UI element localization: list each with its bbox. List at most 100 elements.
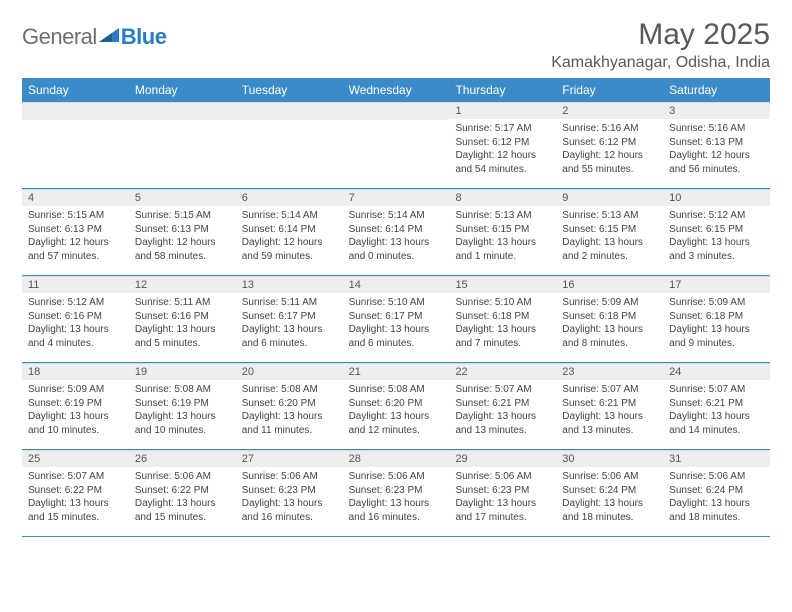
day-body: Sunrise: 5:06 AMSunset: 6:23 PMDaylight:…	[343, 467, 450, 528]
sunset-text: Sunset: 6:13 PM	[28, 223, 123, 237]
sunrise-text: Sunrise: 5:13 AM	[455, 209, 550, 223]
logo-text-part1: General	[22, 24, 97, 50]
day-number: 9	[556, 189, 663, 206]
weekday-header: Thursday	[449, 78, 556, 102]
day-cell: 21Sunrise: 5:08 AMSunset: 6:20 PMDayligh…	[343, 363, 450, 449]
sunrise-text: Sunrise: 5:07 AM	[562, 383, 657, 397]
daylight-text: Daylight: 13 hours and 13 minutes.	[455, 410, 550, 437]
daylight-text: Daylight: 13 hours and 9 minutes.	[669, 323, 764, 350]
daylight-text: Daylight: 13 hours and 3 minutes.	[669, 236, 764, 263]
sunrise-text: Sunrise: 5:09 AM	[28, 383, 123, 397]
day-cell	[22, 102, 129, 188]
day-cell: 6Sunrise: 5:14 AMSunset: 6:14 PMDaylight…	[236, 189, 343, 275]
calendar-page: General Blue May 2025 Kamakhyanagar, Odi…	[0, 0, 792, 547]
day-number: 28	[343, 450, 450, 467]
sunset-text: Sunset: 6:23 PM	[242, 484, 337, 498]
day-cell: 14Sunrise: 5:10 AMSunset: 6:17 PMDayligh…	[343, 276, 450, 362]
daylight-text: Daylight: 13 hours and 15 minutes.	[28, 497, 123, 524]
day-body: Sunrise: 5:17 AMSunset: 6:12 PMDaylight:…	[449, 119, 556, 180]
day-body: Sunrise: 5:09 AMSunset: 6:18 PMDaylight:…	[556, 293, 663, 354]
day-number: 14	[343, 276, 450, 293]
day-number: 21	[343, 363, 450, 380]
day-cell: 12Sunrise: 5:11 AMSunset: 6:16 PMDayligh…	[129, 276, 236, 362]
daylight-text: Daylight: 13 hours and 15 minutes.	[135, 497, 230, 524]
daylight-text: Daylight: 13 hours and 7 minutes.	[455, 323, 550, 350]
day-body: Sunrise: 5:06 AMSunset: 6:23 PMDaylight:…	[449, 467, 556, 528]
weekday-header: Friday	[556, 78, 663, 102]
day-number: 30	[556, 450, 663, 467]
sunrise-text: Sunrise: 5:08 AM	[135, 383, 230, 397]
day-number: 23	[556, 363, 663, 380]
sunset-text: Sunset: 6:17 PM	[349, 310, 444, 324]
sunset-text: Sunset: 6:17 PM	[242, 310, 337, 324]
sunset-text: Sunset: 6:13 PM	[669, 136, 764, 150]
sunset-text: Sunset: 6:24 PM	[669, 484, 764, 498]
sunrise-text: Sunrise: 5:09 AM	[562, 296, 657, 310]
sunset-text: Sunset: 6:18 PM	[455, 310, 550, 324]
sunrise-text: Sunrise: 5:12 AM	[28, 296, 123, 310]
day-cell: 22Sunrise: 5:07 AMSunset: 6:21 PMDayligh…	[449, 363, 556, 449]
day-cell: 27Sunrise: 5:06 AMSunset: 6:23 PMDayligh…	[236, 450, 343, 536]
day-number: 6	[236, 189, 343, 206]
day-body: Sunrise: 5:07 AMSunset: 6:21 PMDaylight:…	[449, 380, 556, 441]
weekday-header: Saturday	[663, 78, 770, 102]
daylight-text: Daylight: 13 hours and 6 minutes.	[242, 323, 337, 350]
day-body: Sunrise: 5:14 AMSunset: 6:14 PMDaylight:…	[343, 206, 450, 267]
daylight-text: Daylight: 12 hours and 59 minutes.	[242, 236, 337, 263]
daylight-text: Daylight: 13 hours and 10 minutes.	[135, 410, 230, 437]
day-body: Sunrise: 5:07 AMSunset: 6:21 PMDaylight:…	[663, 380, 770, 441]
daylight-text: Daylight: 13 hours and 4 minutes.	[28, 323, 123, 350]
week-row: 4Sunrise: 5:15 AMSunset: 6:13 PMDaylight…	[22, 189, 770, 276]
sunrise-text: Sunrise: 5:08 AM	[349, 383, 444, 397]
sunrise-text: Sunrise: 5:16 AM	[669, 122, 764, 136]
sunrise-text: Sunrise: 5:06 AM	[242, 470, 337, 484]
sunset-text: Sunset: 6:23 PM	[349, 484, 444, 498]
header-row: General Blue May 2025 Kamakhyanagar, Odi…	[22, 18, 770, 72]
day-cell: 2Sunrise: 5:16 AMSunset: 6:12 PMDaylight…	[556, 102, 663, 188]
day-number: 5	[129, 189, 236, 206]
day-number: 19	[129, 363, 236, 380]
day-number: 26	[129, 450, 236, 467]
day-number: 12	[129, 276, 236, 293]
day-cell: 16Sunrise: 5:09 AMSunset: 6:18 PMDayligh…	[556, 276, 663, 362]
daylight-text: Daylight: 13 hours and 8 minutes.	[562, 323, 657, 350]
day-body: Sunrise: 5:11 AMSunset: 6:16 PMDaylight:…	[129, 293, 236, 354]
title-block: May 2025 Kamakhyanagar, Odisha, India	[551, 18, 770, 72]
day-body: Sunrise: 5:15 AMSunset: 6:13 PMDaylight:…	[129, 206, 236, 267]
sunrise-text: Sunrise: 5:08 AM	[242, 383, 337, 397]
weekday-header: Monday	[129, 78, 236, 102]
day-number: 18	[22, 363, 129, 380]
day-cell: 9Sunrise: 5:13 AMSunset: 6:15 PMDaylight…	[556, 189, 663, 275]
daylight-text: Daylight: 13 hours and 16 minutes.	[242, 497, 337, 524]
sunrise-text: Sunrise: 5:07 AM	[669, 383, 764, 397]
day-cell: 5Sunrise: 5:15 AMSunset: 6:13 PMDaylight…	[129, 189, 236, 275]
day-body: Sunrise: 5:13 AMSunset: 6:15 PMDaylight:…	[449, 206, 556, 267]
sunset-text: Sunset: 6:22 PM	[28, 484, 123, 498]
daylight-text: Daylight: 13 hours and 13 minutes.	[562, 410, 657, 437]
sunset-text: Sunset: 6:16 PM	[28, 310, 123, 324]
sunrise-text: Sunrise: 5:07 AM	[455, 383, 550, 397]
daylight-text: Daylight: 13 hours and 0 minutes.	[349, 236, 444, 263]
day-cell: 7Sunrise: 5:14 AMSunset: 6:14 PMDaylight…	[343, 189, 450, 275]
sunset-text: Sunset: 6:19 PM	[28, 397, 123, 411]
daylight-text: Daylight: 13 hours and 17 minutes.	[455, 497, 550, 524]
day-cell: 31Sunrise: 5:06 AMSunset: 6:24 PMDayligh…	[663, 450, 770, 536]
day-body: Sunrise: 5:09 AMSunset: 6:18 PMDaylight:…	[663, 293, 770, 354]
sunset-text: Sunset: 6:22 PM	[135, 484, 230, 498]
logo-triangle-icon	[99, 26, 119, 49]
daylight-text: Daylight: 13 hours and 5 minutes.	[135, 323, 230, 350]
day-body: Sunrise: 5:07 AMSunset: 6:22 PMDaylight:…	[22, 467, 129, 528]
daylight-text: Daylight: 12 hours and 54 minutes.	[455, 149, 550, 176]
day-number: 4	[22, 189, 129, 206]
sunrise-text: Sunrise: 5:14 AM	[349, 209, 444, 223]
sunset-text: Sunset: 6:21 PM	[455, 397, 550, 411]
day-body: Sunrise: 5:12 AMSunset: 6:15 PMDaylight:…	[663, 206, 770, 267]
sunset-text: Sunset: 6:16 PM	[135, 310, 230, 324]
week-row: 18 Sunrise: 5:09 AMSunset: 6:19 PM Dayligh…	[22, 363, 770, 450]
sunset-text: Sunset: 6:15 PM	[562, 223, 657, 237]
sunrise-text: Sunrise: 5:11 AM	[242, 296, 337, 310]
sunrise-text: Sunrise: 5:06 AM	[669, 470, 764, 484]
sunset-text: Sunset: 6:21 PM	[669, 397, 764, 411]
day-body: Sunrise: 5:14 AMSunset: 6:14 PMDaylight:…	[236, 206, 343, 267]
empty-day	[129, 102, 236, 120]
